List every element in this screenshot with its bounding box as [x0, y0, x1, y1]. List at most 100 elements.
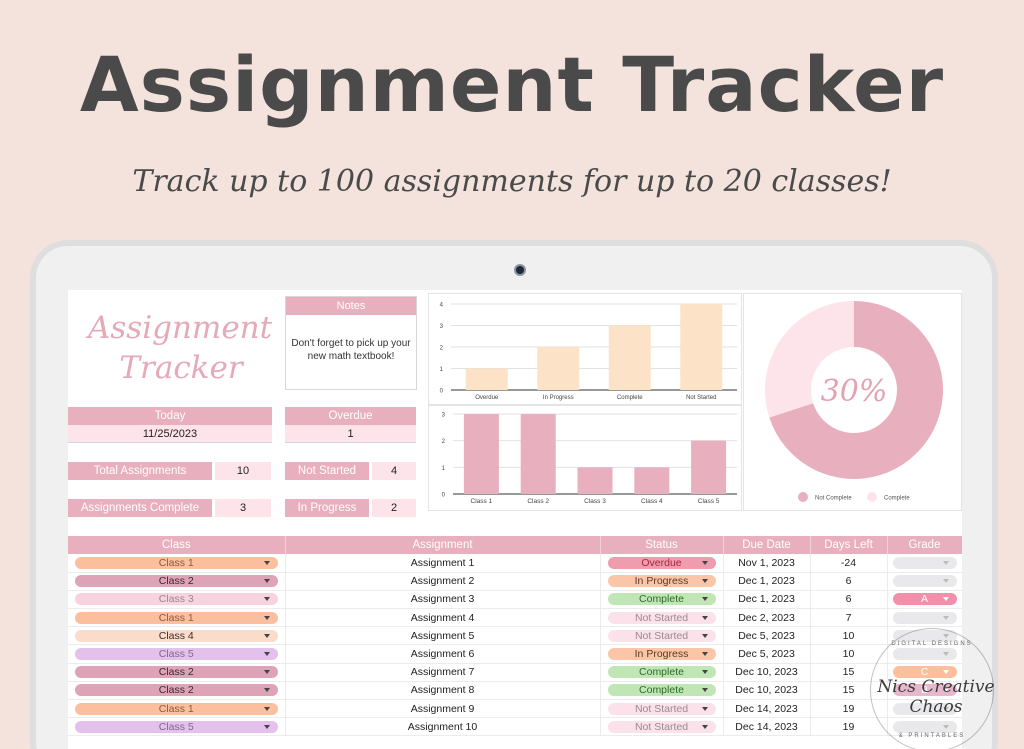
- assignment-cell[interactable]: Assignment 7: [285, 663, 601, 682]
- status-value: Complete: [639, 684, 684, 697]
- class-cell: Class 4: [68, 626, 286, 646]
- class-dropdown[interactable]: Class 3: [75, 593, 278, 606]
- due-date-cell[interactable]: Dec 5, 2023: [723, 626, 811, 646]
- bar[interactable]: [463, 414, 499, 494]
- status-dropdown[interactable]: Not Started: [607, 720, 716, 733]
- class-dropdown[interactable]: Class 1: [75, 611, 278, 624]
- class-dropdown[interactable]: Class 5: [75, 720, 278, 733]
- svg-text:3: 3: [442, 413, 446, 419]
- col-header-assignment[interactable]: Assignment: [285, 536, 601, 554]
- class-dropdown[interactable]: Class 5: [75, 648, 278, 661]
- due-date-cell[interactable]: Dec 5, 2023: [723, 644, 811, 664]
- grade-dropdown[interactable]: A: [892, 593, 957, 606]
- status-dropdown[interactable]: Not Started: [607, 702, 716, 715]
- bar[interactable]: [680, 304, 723, 390]
- assignment-cell[interactable]: Assignment 5: [285, 626, 601, 646]
- class-cell: Class 5: [68, 717, 286, 737]
- due-date-cell[interactable]: Dec 1, 2023: [723, 590, 811, 610]
- dropdown-arrow-icon: [701, 706, 708, 711]
- col-header-status[interactable]: Status: [600, 536, 724, 554]
- status-bar-chart[interactable]: 0 1 2 3 4 Overdue In Progress Complete Not Start…: [428, 293, 742, 405]
- table-header-row: Class Assignment Status Due Date Days Le…: [68, 536, 962, 554]
- status-dropdown[interactable]: In Progress: [607, 575, 716, 588]
- status-value: In Progress: [634, 648, 689, 661]
- assignment-cell[interactable]: Assignment 1: [285, 554, 601, 573]
- status-dropdown[interactable]: Complete: [607, 593, 716, 606]
- class-cell: Class 1: [68, 608, 286, 628]
- camera-icon: [514, 264, 526, 276]
- status-dropdown[interactable]: Overdue: [607, 556, 716, 569]
- col-header-due-date[interactable]: Due Date: [723, 536, 811, 554]
- status-dropdown[interactable]: In Progress: [607, 648, 716, 661]
- class-value: Class 2: [158, 684, 194, 697]
- dropdown-arrow-icon: [942, 597, 949, 602]
- not-started-value[interactable]: 4: [372, 462, 416, 480]
- total-assignments-value[interactable]: 10: [215, 462, 271, 480]
- assignment-cell[interactable]: Assignment 8: [285, 681, 601, 701]
- due-date-cell[interactable]: Dec 10, 2023: [723, 663, 811, 682]
- status-dropdown[interactable]: Not Started: [607, 611, 716, 624]
- assignments-complete-value[interactable]: 3: [215, 499, 271, 517]
- class-dropdown[interactable]: Class 2: [75, 575, 278, 588]
- due-date-cell[interactable]: Dec 14, 2023: [723, 699, 811, 719]
- grade-dropdown[interactable]: [892, 611, 957, 624]
- bar[interactable]: [520, 414, 556, 494]
- assignment-cell[interactable]: Assignment 3: [285, 590, 601, 610]
- table-row: Class 3 Assignment 3 Complete Dec 1, 202…: [68, 590, 962, 610]
- due-date-cell[interactable]: Dec 14, 2023: [723, 717, 811, 737]
- completion-donut-chart[interactable]: 30% Not Complete Complete: [743, 293, 962, 511]
- svg-text:Class 2: Class 2: [527, 498, 549, 505]
- due-date-cell[interactable]: Nov 1, 2023: [723, 554, 811, 573]
- banner-subtitle: Track up to 100 assignments for up to 20…: [132, 164, 892, 199]
- class-bar-chart[interactable]: 0 1 2 3 Class 1 Class 2 Class 3 Class 4 Class 5: [428, 405, 742, 511]
- notes-header: Notes: [286, 297, 416, 315]
- donut-slice[interactable]: [765, 301, 854, 418]
- assignment-cell[interactable]: Assignment 9: [285, 699, 601, 719]
- status-cell: In Progress: [600, 644, 724, 664]
- days-left-cell: 10: [810, 644, 888, 664]
- class-dropdown[interactable]: Class 2: [75, 666, 278, 679]
- notes-text[interactable]: Don't forget to pick up your new math te…: [291, 338, 411, 362]
- bar[interactable]: [691, 440, 727, 494]
- due-date-cell[interactable]: Dec 1, 2023: [723, 572, 811, 591]
- overdue-value[interactable]: 1: [285, 425, 416, 443]
- col-header-grade[interactable]: Grade: [887, 536, 962, 554]
- status-value: Complete: [639, 593, 684, 606]
- today-value[interactable]: 11/25/2023: [68, 425, 272, 443]
- due-date-cell[interactable]: Dec 10, 2023: [723, 681, 811, 701]
- col-header-class[interactable]: Class: [68, 536, 286, 554]
- bar[interactable]: [465, 368, 508, 391]
- overdue-label: Overdue: [285, 407, 416, 425]
- table-row: Class 2 Assignment 2 In Progress Dec 1, …: [68, 572, 962, 591]
- grade-dropdown[interactable]: [892, 556, 957, 569]
- svg-text:Not Complete: Not Complete: [815, 496, 852, 502]
- assignment-cell[interactable]: Assignment 4: [285, 608, 601, 628]
- bar[interactable]: [608, 325, 651, 391]
- status-dropdown[interactable]: Complete: [607, 666, 716, 679]
- grade-dropdown[interactable]: [892, 575, 957, 588]
- assignment-cell[interactable]: Assignment 6: [285, 644, 601, 664]
- bar[interactable]: [634, 467, 670, 494]
- assignment-cell[interactable]: Assignment 10: [285, 717, 601, 737]
- col-header-days-left[interactable]: Days Left: [810, 536, 888, 554]
- bar[interactable]: [577, 467, 613, 494]
- donut-chart-svg: 30% Not Complete Complete: [765, 301, 943, 502]
- class-dropdown[interactable]: Class 4: [75, 629, 278, 642]
- class-dropdown[interactable]: Class 1: [75, 702, 278, 715]
- days-left-cell: -24: [810, 554, 888, 573]
- status-value: Not Started: [634, 629, 689, 642]
- bar[interactable]: [537, 347, 580, 390]
- svg-text:4: 4: [440, 303, 444, 309]
- class-cell: Class 2: [68, 572, 286, 591]
- status-dropdown[interactable]: Complete: [607, 684, 716, 697]
- status-dropdown[interactable]: Not Started: [607, 629, 716, 642]
- class-dropdown[interactable]: Class 1: [75, 556, 278, 569]
- svg-text:Not Started: Not Started: [686, 395, 716, 401]
- status-cell: Complete: [600, 681, 724, 701]
- donut-slice[interactable]: [769, 301, 943, 479]
- due-date-cell[interactable]: Dec 2, 2023: [723, 608, 811, 628]
- assignment-cell[interactable]: Assignment 2: [285, 572, 601, 591]
- in-progress-value[interactable]: 2: [372, 499, 416, 517]
- class-dropdown[interactable]: Class 2: [75, 684, 278, 697]
- days-left-cell: 7: [810, 608, 888, 628]
